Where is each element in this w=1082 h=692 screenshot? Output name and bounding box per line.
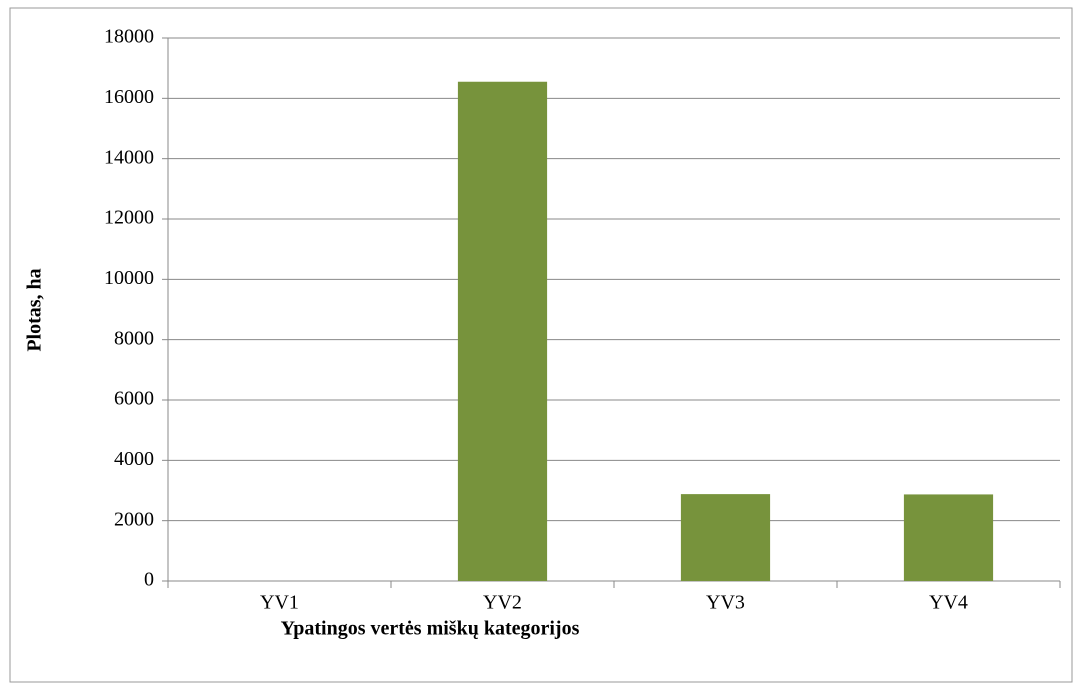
y-tick-label: 2000 xyxy=(114,508,154,530)
y-tick-label: 10000 xyxy=(104,267,154,289)
x-axis-title: Ypatingos vertės miškų kategorijos xyxy=(281,618,580,640)
bar xyxy=(457,81,548,581)
bar xyxy=(680,494,771,581)
x-tick-label: YV1 xyxy=(260,592,299,614)
x-tick-label: YV4 xyxy=(929,592,968,614)
bar xyxy=(903,494,994,581)
y-tick-label: 8000 xyxy=(114,327,154,349)
x-tick-label: YV3 xyxy=(706,592,745,614)
x-tick-label: YV2 xyxy=(483,592,522,614)
y-tick-label: 0 xyxy=(144,569,154,591)
y-tick-label: 14000 xyxy=(104,146,154,168)
y-tick-label: 18000 xyxy=(104,26,154,48)
y-tick-label: 4000 xyxy=(114,448,154,470)
y-axis-title: Plotas, ha xyxy=(24,268,46,351)
y-tick-label: 12000 xyxy=(104,207,154,229)
y-tick-label: 16000 xyxy=(104,86,154,108)
y-tick-label: 6000 xyxy=(114,388,154,410)
